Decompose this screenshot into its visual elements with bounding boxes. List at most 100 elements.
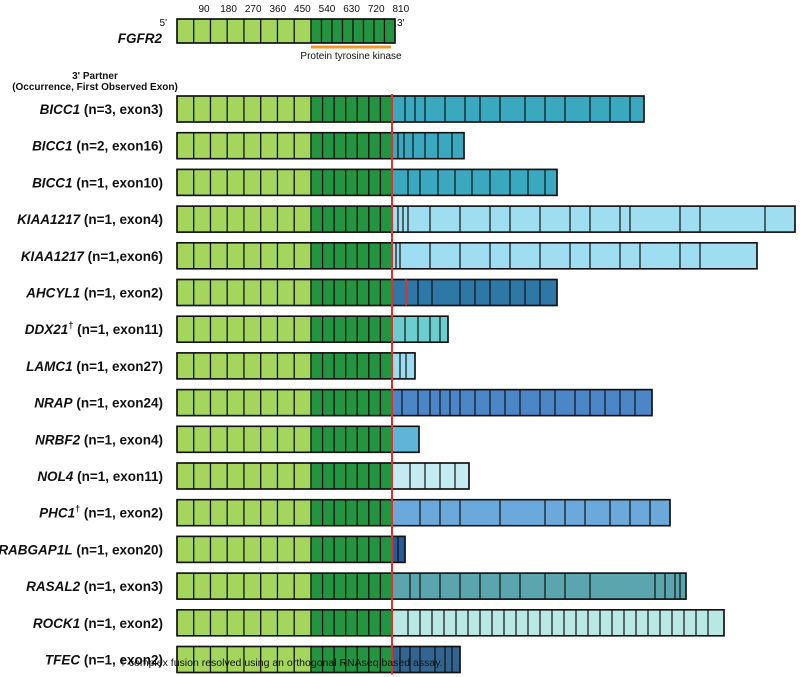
partner-segment — [391, 132, 465, 160]
fusion-fgfr2-kinase-exon — [333, 462, 347, 490]
fusion-fgfr2-light-exon — [176, 168, 195, 196]
fusion-fgfr2-kinase-exon — [333, 168, 347, 196]
fusion-outline — [176, 388, 653, 417]
fusion-row: ROCK1 (n=1, exon2) — [33, 608, 725, 637]
fusion-fgfr2-light-exon — [276, 499, 295, 527]
fusion-fgfr2-light-exon — [209, 535, 228, 564]
fusion-fgfr2-kinase-exon — [345, 205, 358, 233]
fusion-fgfr2-kinase-exon — [379, 242, 393, 270]
fusion-fgfr2-light-exon — [260, 499, 279, 527]
fusion-label: KIAA1217 (n=1, exon4) — [17, 212, 163, 227]
fusion-fgfr2-kinase-exon — [368, 499, 382, 527]
fusion-fgfr2-light-exon — [226, 389, 245, 417]
fusion-fgfr2-kinase-exon — [310, 572, 324, 600]
fusion-fgfr2-kinase-exon — [368, 389, 382, 417]
fusion-outline — [176, 315, 449, 344]
fusion-fgfr2-kinase-exon — [379, 609, 393, 637]
fusion-row: PHC1† (n=1, exon2) — [39, 498, 671, 527]
fusion-fgfr2-kinase-exon — [333, 572, 347, 600]
fusion-fgfr2-light-exon — [193, 609, 212, 637]
footnote: † complex fusion resolved using an ortho… — [120, 657, 443, 669]
fusion-fgfr2-light-exon — [209, 609, 228, 637]
fusion-fgfr2-light-exon — [176, 462, 195, 490]
fusion-fgfr2-light-exon — [226, 499, 245, 527]
fusion-fgfr2-light-exon — [226, 168, 245, 196]
fusion-fgfr2-kinase-exon — [345, 168, 358, 196]
fusion-fgfr2-light-exon — [260, 205, 279, 233]
fusion-fgfr2-light-exon — [293, 95, 312, 123]
fusion-outline — [176, 131, 465, 160]
fusion-fgfr2-light-exon — [293, 462, 312, 490]
fusion-outline — [176, 352, 416, 380]
fusion-fgfr2-light-exon — [276, 352, 295, 380]
fusion-row: RABGAP1L (n=1, exon20) — [0, 535, 406, 564]
fusion-fgfr2-kinase-exon — [379, 205, 393, 233]
fusion-fgfr2-kinase-exon — [368, 462, 382, 490]
fusion-fgfr2-light-exon — [209, 168, 228, 196]
fgfr2-kinase-exon — [310, 18, 323, 44]
fusion-fgfr2-kinase-exon — [356, 462, 370, 490]
fgfr2-kinase-exon — [373, 18, 386, 44]
fusion-fgfr2-kinase-exon — [379, 278, 393, 307]
fusion-fgfr2-light-exon — [276, 462, 295, 490]
fgfr2-light-exon — [226, 18, 245, 44]
fusion-outline — [176, 168, 558, 197]
fusion-label: NRAP (n=1, exon24) — [34, 396, 163, 411]
fusion-fgfr2-kinase-exon — [345, 315, 358, 343]
fusion-fgfr2-light-exon — [176, 205, 195, 233]
gene-tick-label: 450 — [294, 4, 311, 15]
fusion-fgfr2-kinase-exon — [368, 278, 382, 307]
fusion-fgfr2-kinase-exon — [310, 352, 324, 380]
fusion-fgfr2-light-exon — [209, 315, 228, 343]
fusion-row: DDX21† (n=1, exon11) — [25, 315, 449, 344]
fusion-row: BICC1 (n=2, exon16) — [32, 131, 465, 160]
three-prime-label: 3' — [397, 18, 405, 29]
fusion-fgfr2-kinase-exon — [356, 168, 370, 196]
partner-segment — [391, 462, 470, 490]
partner-segment — [391, 352, 416, 380]
fusion-fgfr2-light-exon — [243, 168, 262, 196]
fusion-fgfr2-light-exon — [243, 278, 262, 307]
fgfr2-kinase-exon — [331, 18, 344, 44]
fusion-outline — [176, 645, 461, 674]
fusion-fgfr2-kinase-exon — [310, 315, 324, 343]
fusion-fgfr2-light-exon — [293, 499, 312, 527]
fusion-fgfr2-light-exon — [276, 205, 295, 233]
fgfr2-kinase-exon — [383, 18, 396, 44]
fusion-fgfr2-light-exon — [293, 425, 312, 453]
fusion-fgfr2-light-exon — [193, 242, 212, 270]
partner-header-line1: 3' Partner — [72, 71, 118, 82]
fusion-label: AHCYL1 (n=1, exon2) — [25, 286, 163, 301]
fusion-outline — [176, 205, 796, 233]
gene-tick-label: 540 — [319, 4, 336, 15]
fusion-fgfr2-kinase-exon — [333, 535, 347, 564]
fusion-fgfr2-light-exon — [226, 425, 245, 453]
fusion-fgfr2-light-exon — [176, 425, 195, 453]
fusion-fgfr2-light-exon — [193, 425, 212, 453]
fusion-fgfr2-kinase-exon — [356, 205, 370, 233]
fusion-row: LAMC1 (n=1, exon27) — [26, 352, 416, 380]
fusion-fgfr2-kinase-exon — [321, 132, 335, 160]
fusion-fgfr2-kinase-exon — [310, 462, 324, 490]
fusion-fgfr2-light-exon — [226, 535, 245, 564]
fusion-fgfr2-kinase-exon — [356, 132, 370, 160]
fusion-outline — [176, 462, 470, 490]
fusion-fgfr2-kinase-exon — [310, 168, 324, 196]
fusion-outline — [176, 278, 558, 307]
kinase-domain-label: Protein tyrosine kinase — [300, 51, 402, 62]
fusion-fgfr2-light-exon — [209, 205, 228, 233]
fusion-fgfr2-light-exon — [243, 462, 262, 490]
fusion-fgfr2-kinase-exon — [321, 95, 335, 123]
partner-segment — [391, 499, 671, 527]
fusion-fgfr2-light-exon — [209, 462, 228, 490]
fusion-fgfr2-light-exon — [243, 315, 262, 343]
fusion-fgfr2-light-exon — [293, 205, 312, 233]
partner-segment — [391, 572, 687, 600]
fusion-fgfr2-kinase-exon — [310, 95, 324, 123]
fusion-fgfr2-kinase-exon — [321, 425, 335, 453]
fusion-label: ROCK1 (n=1, exon2) — [33, 616, 163, 631]
fusion-fgfr2-kinase-exon — [333, 278, 347, 307]
fusion-fgfr2-light-exon — [176, 572, 195, 600]
fusion-fgfr2-light-exon — [276, 242, 295, 270]
partner-segment — [391, 95, 645, 123]
